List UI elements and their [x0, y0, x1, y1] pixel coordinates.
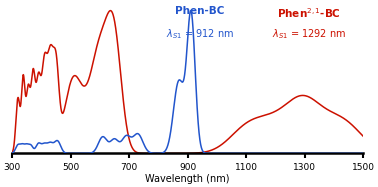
X-axis label: Wavelength (nm): Wavelength (nm) — [145, 174, 230, 183]
Text: $\lambda_{S1}$ = 912 nm: $\lambda_{S1}$ = 912 nm — [166, 27, 234, 41]
Text: Phen-BC: Phen-BC — [175, 7, 225, 16]
Text: $\lambda_{S1}$ = 1292 nm: $\lambda_{S1}$ = 1292 nm — [272, 27, 345, 41]
Text: Phen$^{2,1}$-BC: Phen$^{2,1}$-BC — [277, 7, 341, 20]
